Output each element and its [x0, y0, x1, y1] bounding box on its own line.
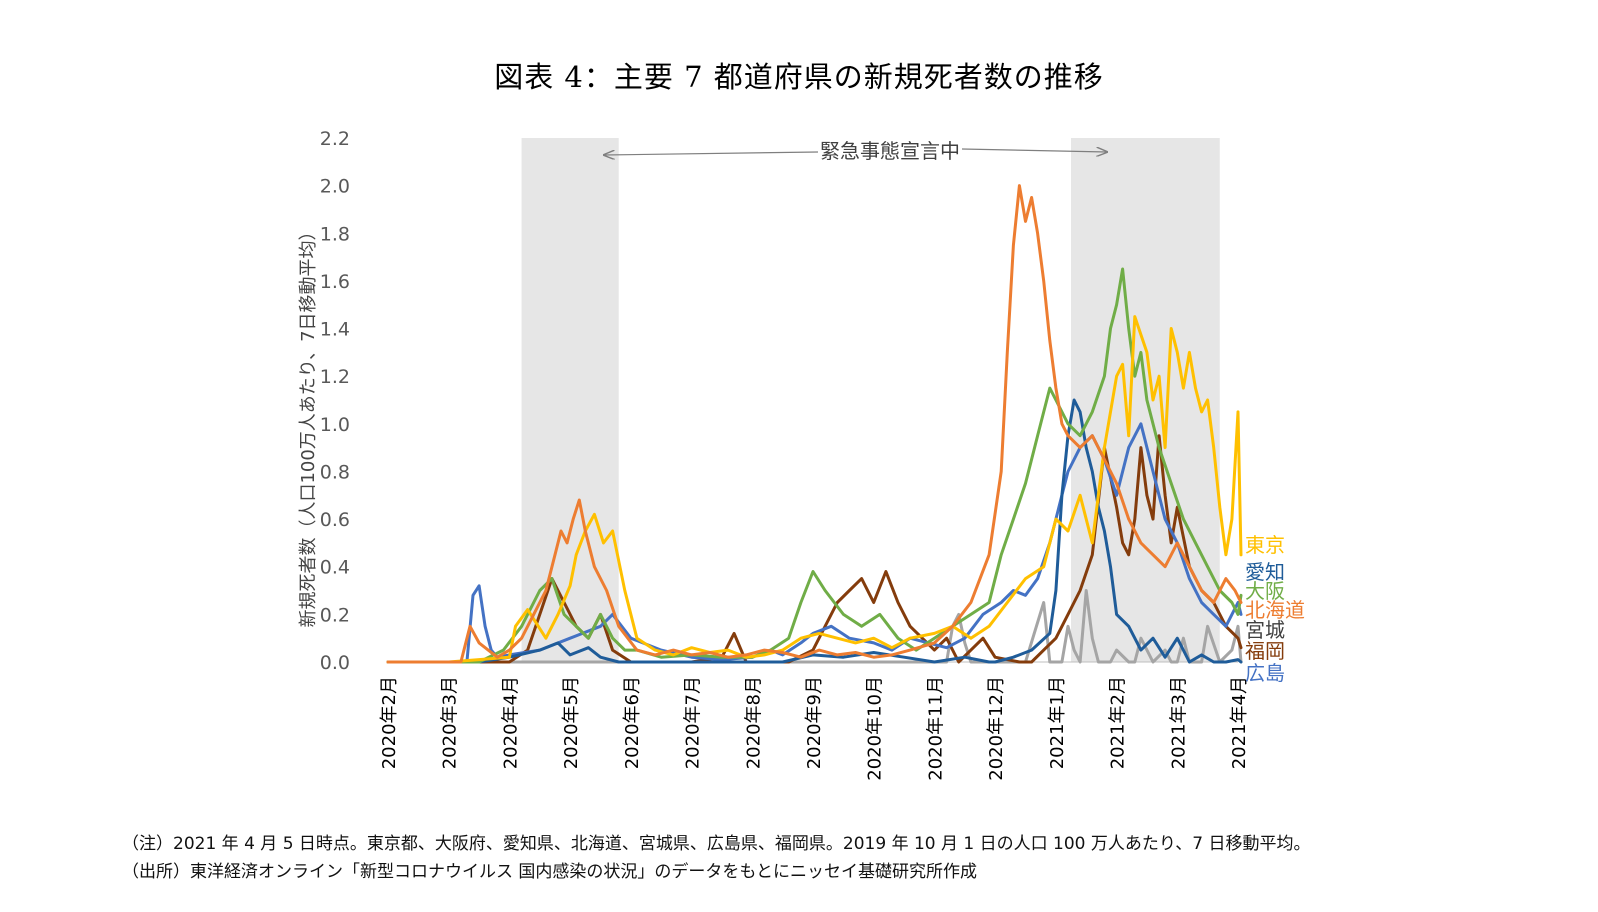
series-line-北海道	[386, 184, 1243, 664]
x-tick-label: 2020年10月	[865, 676, 886, 781]
x-tick-label: 2020年11月	[925, 676, 946, 781]
notes: （注）2021 年 4 月 5 日時点。東京都、大阪府、愛知県、北海道、宮城県、…	[122, 830, 1310, 886]
x-tick-label: 2020年2月	[379, 676, 400, 769]
x-tick-label: 2021年2月	[1108, 676, 1129, 769]
chart-title: 図表 4：主要 7 都道府県の新規死者数の推移	[494, 60, 1104, 94]
series-line-福岡	[386, 434, 1243, 664]
x-tick-label: 2021年3月	[1168, 676, 1189, 769]
x-tick-label: 2020年9月	[804, 676, 825, 769]
y-tick-label: 1.6	[320, 271, 350, 293]
series-line-東京	[386, 315, 1243, 664]
emergency-band-1	[521, 138, 619, 662]
y-tick-label: 0.6	[320, 509, 350, 531]
y-tick-label: 0.8	[320, 461, 350, 483]
y-axis-label: 新規死者数（人口100万人あたり、7日移動平均）	[298, 222, 319, 627]
x-tick-label: 2020年8月	[743, 676, 764, 769]
y-tick-label: 1.2	[320, 366, 350, 388]
series-line-愛知	[386, 398, 1243, 664]
series-label-北海道: 北海道	[1245, 598, 1305, 622]
emergency-arrow-left	[604, 152, 819, 155]
source-text: （出所）東洋経済オンライン「新型コロナウイルス 国内感染の状況」のデータをもとに…	[122, 862, 978, 882]
x-tick-label: 2020年6月	[622, 676, 643, 769]
y-tick-label: 0.4	[320, 557, 350, 579]
x-tick-label: 2020年3月	[440, 676, 461, 769]
x-tick-label: 2020年12月	[986, 676, 1007, 781]
x-tick-label: 2020年4月	[500, 676, 521, 769]
y-tick-label: 1.4	[320, 319, 350, 341]
y-tick-label: 0.0	[320, 652, 350, 674]
series-label-宮城: 宮城	[1245, 618, 1285, 642]
series-label-福岡: 福岡	[1245, 639, 1285, 663]
y-tick-label: 0.2	[320, 604, 350, 626]
x-tick-label: 2020年7月	[683, 676, 704, 769]
y-tick-label: 2.2	[320, 128, 350, 150]
x-tick-label: 2020年5月	[561, 676, 582, 769]
y-tick-label: 2.0	[320, 176, 350, 198]
y-tick-label: 1.0	[320, 414, 350, 436]
y-tick-label: 1.8	[320, 223, 350, 245]
emergency-arrow-right	[961, 149, 1107, 152]
series-label-広島: 広島	[1245, 661, 1285, 685]
series-label-大阪: 大阪	[1245, 579, 1285, 603]
x-tick-label: 2021年1月	[1047, 676, 1068, 769]
series-label-愛知: 愛知	[1245, 560, 1285, 584]
note-text: （注）2021 年 4 月 5 日時点。東京都、大阪府、愛知県、北海道、宮城県、…	[122, 834, 1311, 854]
emergency-annotation: 緊急事態宣言中	[820, 139, 960, 163]
x-tick-label: 2021年4月	[1229, 676, 1250, 769]
series-label-東京: 東京	[1245, 533, 1285, 557]
